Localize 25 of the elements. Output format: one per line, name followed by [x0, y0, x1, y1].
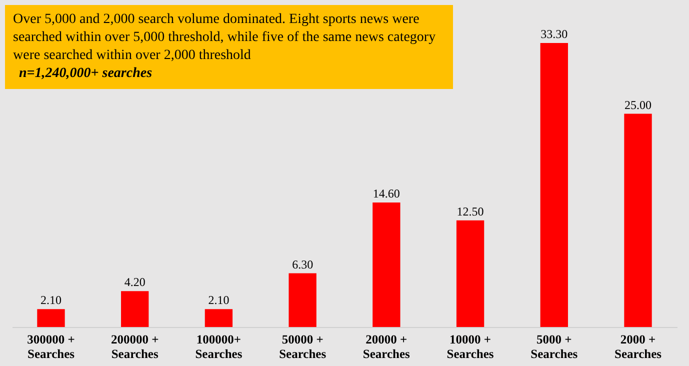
data-label: 4.20 [124, 275, 146, 290]
bar [540, 43, 568, 327]
data-label: 2.10 [40, 293, 62, 308]
text: n=1,240,000+ searches [19, 65, 154, 83]
bar [288, 273, 316, 327]
x-tick-label: 20000 + Searches [362, 332, 410, 361]
bar [624, 114, 652, 327]
x-tick-label: 5000 + Searches [530, 332, 578, 361]
data-label: 12.50 [456, 204, 484, 218]
x-tick-label: 200000 + Searches [110, 332, 159, 361]
bar [204, 309, 233, 327]
x-tick-label: 2000 + Searches [614, 332, 662, 361]
data-label: 33.30 [540, 27, 568, 41]
data-label: 14.60 [372, 186, 400, 200]
bar [372, 202, 400, 327]
bar [121, 291, 149, 327]
bar [456, 220, 484, 327]
x-tick-label: 300000 + Searches [27, 332, 75, 361]
data-label: 25.00 [624, 98, 652, 112]
bar [37, 309, 65, 327]
data-label: 6.30 [292, 257, 314, 272]
data-label: 2.10 [208, 293, 230, 308]
x-tick-label: 50000 + Searches [279, 332, 326, 361]
x-tick-label: 100000+ Searches [195, 332, 242, 361]
x-tick-label: 10000 + Searches [446, 332, 494, 361]
